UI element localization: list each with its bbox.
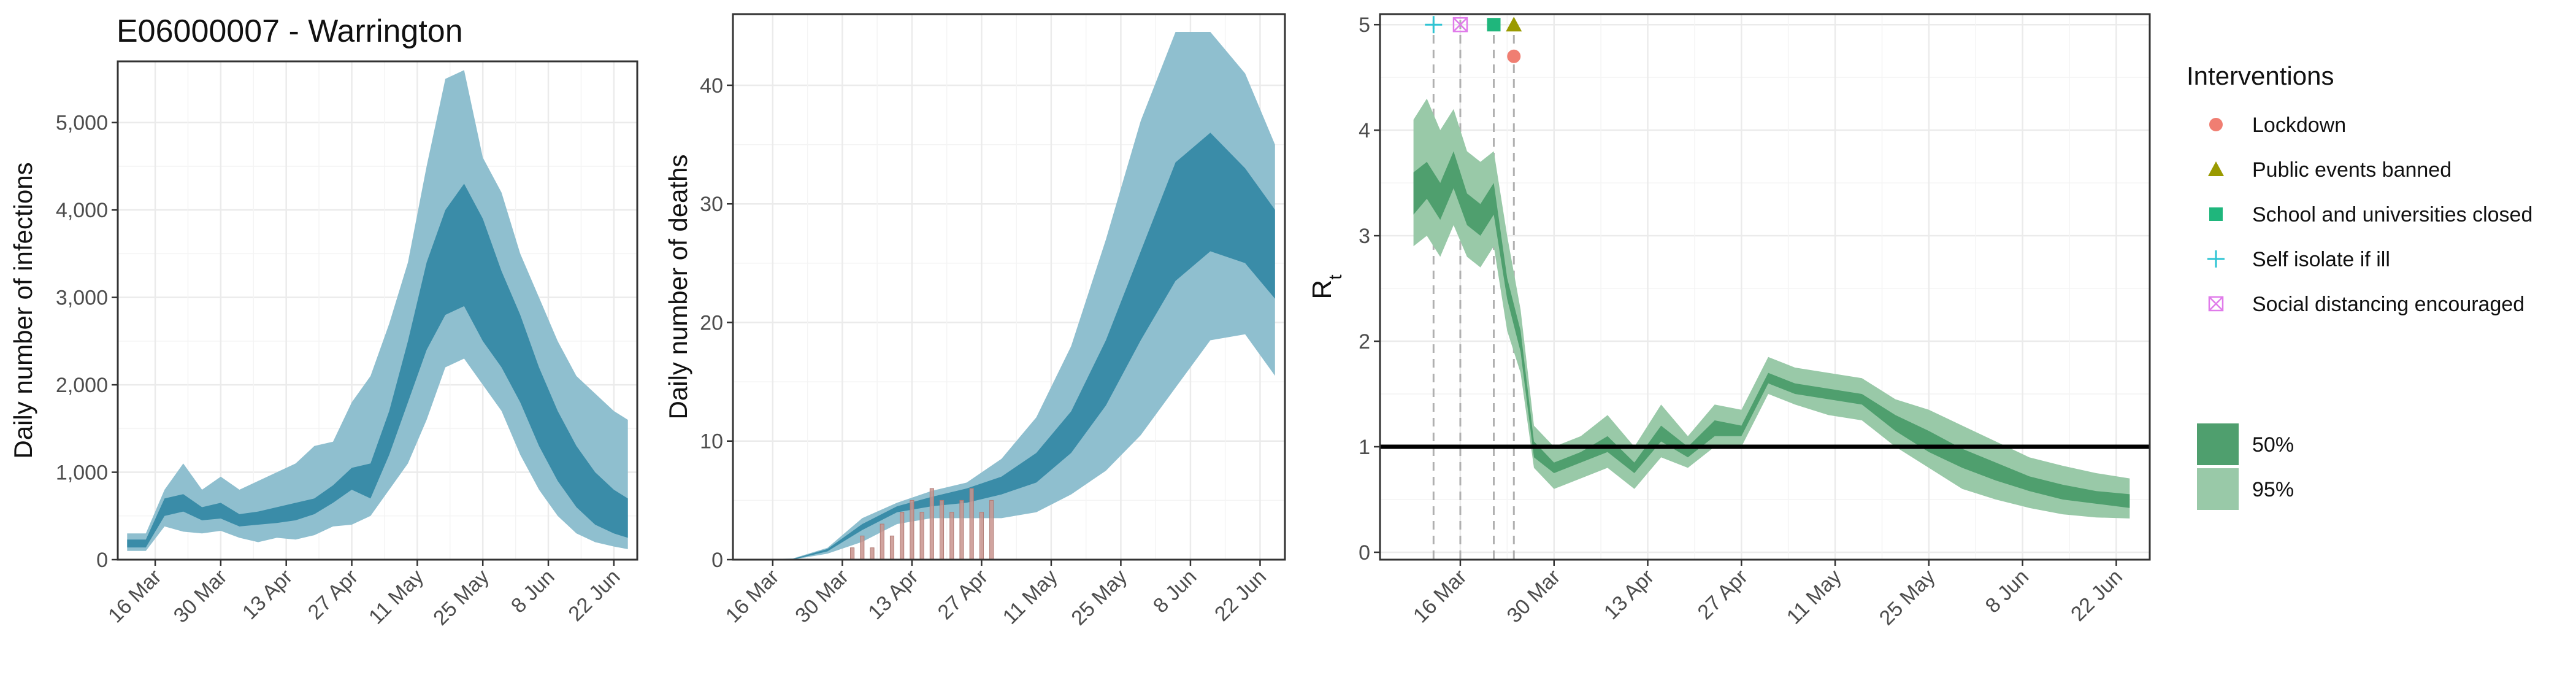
legend-band-label: 95% (2252, 478, 2294, 501)
observed-deaths-bar (889, 535, 895, 560)
observed-deaths-bar (850, 547, 855, 560)
deaths-y-tick-label: 10 (700, 430, 723, 453)
infections-y-tick-label: 4,000 (56, 199, 108, 222)
infections-y-tick-label: 1,000 (56, 461, 108, 485)
legend-item-label: School and universities closed (2252, 203, 2532, 226)
intervention-marker-circle (1507, 49, 1521, 63)
legend-item-label: Self isolate if ill (2252, 248, 2390, 271)
legend-item-label: Social distancing encouraged (2252, 293, 2524, 316)
legend-circle-icon (2209, 118, 2223, 131)
intervention-marker-boxx (1452, 17, 1468, 33)
intervention-marker-cross (1425, 16, 1443, 34)
legend: Interventions Lockdown Public events bann… (2187, 61, 2532, 510)
observed-deaths-bar (900, 512, 905, 560)
rt-y-tick-label: 5 (1359, 14, 1370, 37)
infections-y-tick-label: 0 (96, 549, 108, 572)
infections-y-tick-label: 5,000 (56, 112, 108, 135)
infections-y-axis-label: Daily number of infections (9, 162, 37, 458)
deaths-y-axis-label: Daily number of deaths (664, 155, 692, 420)
infections-band-50pct (127, 183, 628, 548)
observed-deaths-bar (870, 547, 875, 560)
deaths-y-tick-label: 20 (700, 311, 723, 334)
rt-y-tick-label: 3 (1359, 225, 1370, 248)
observed-deaths-bar (989, 500, 994, 560)
rt-y-axis-label: Rt (1307, 274, 1346, 299)
legend-triangle-icon (2208, 161, 2224, 176)
intervention-marker-triangle (1506, 17, 1522, 32)
rt-y-tick-label: 1 (1359, 436, 1370, 459)
legend-band-label: 50% (2252, 433, 2294, 457)
legend-boxx-icon (2208, 296, 2224, 312)
intervention-marker-square (1487, 18, 1501, 32)
figure-title: E06000007 - Warrington (117, 14, 463, 49)
infections-y-tick-label: 3,000 (56, 287, 108, 310)
legend-band-swatch (2197, 423, 2239, 465)
infections-y-tick-label: 2,000 (56, 374, 108, 397)
observed-deaths-bar (940, 500, 945, 560)
deaths-band-95pct (743, 32, 1275, 560)
observed-deaths-bar (979, 512, 984, 560)
observed-deaths-bar (929, 488, 934, 560)
legend-square-icon (2209, 207, 2223, 221)
legend-title: Interventions (2187, 61, 2334, 90)
rt-band-95pct (1413, 98, 2130, 519)
rt-y-tick-label: 2 (1359, 330, 1370, 353)
deaths-y-tick-label: 30 (700, 193, 723, 216)
observed-deaths-bar (880, 523, 884, 560)
legend-item-label: Public events banned (2252, 158, 2451, 182)
observed-deaths-bar (969, 488, 974, 560)
observed-deaths-bar (910, 500, 914, 560)
deaths-y-tick-label: 40 (700, 74, 723, 98)
observed-deaths-bar (949, 512, 954, 560)
legend-item-label: Lockdown (2252, 114, 2346, 137)
rt-y-tick-label: 4 (1359, 119, 1370, 142)
deaths-band-50pct (743, 133, 1275, 560)
legend-cross-icon (2207, 250, 2225, 268)
observed-deaths-bar (959, 500, 964, 560)
legend-band-swatch (2197, 468, 2239, 510)
rt-y-tick-label: 0 (1359, 541, 1370, 565)
observed-deaths-bar (919, 512, 924, 560)
observed-deaths-bar (860, 535, 865, 560)
deaths-y-tick-label: 0 (711, 549, 723, 572)
